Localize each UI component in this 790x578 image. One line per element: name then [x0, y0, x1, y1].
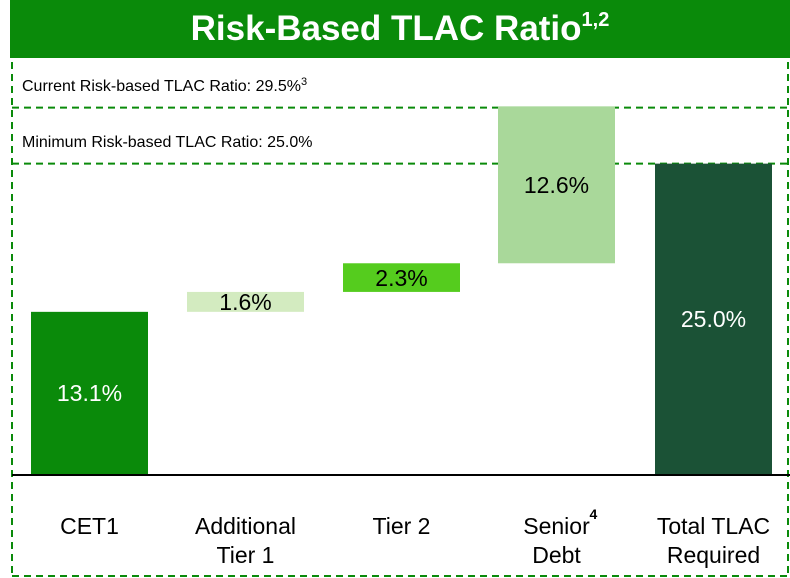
reference-text: Minimum Risk-based TLAC Ratio: 25.0%: [22, 133, 313, 151]
chart-title-bar: Risk-Based TLAC Ratio1,2: [10, 0, 790, 58]
value-label: 25.0%: [680, 306, 747, 333]
category-note: 4: [589, 506, 598, 522]
reference-text: Current Risk-based TLAC Ratio: 29.5%: [22, 77, 301, 95]
bar: [343, 263, 460, 292]
title-note: 1,2: [581, 9, 610, 31]
value-label: 12.6%: [523, 171, 590, 198]
reference-note: 3: [300, 75, 308, 88]
bar: [187, 291, 304, 312]
value-label: 1.6%: [219, 288, 272, 315]
value-label: 13.1%: [56, 380, 123, 407]
bar: [31, 311, 148, 475]
x-tick-label: CET1: [60, 513, 119, 539]
x-tick-label: Tier 2: [372, 513, 431, 539]
x-tick-label: Additional Tier 1: [194, 513, 297, 568]
x-tick-label: Senior Debt: [523, 513, 590, 568]
bar: [655, 163, 772, 476]
value-label: 2.3%: [375, 264, 428, 291]
bar: [498, 106, 615, 264]
chart-title: Risk-Based TLAC Ratio: [190, 9, 582, 48]
x-tick-label: Total TLAC Required: [656, 513, 771, 568]
reference-label: Current Risk-based TLAC Ratio: 29.5%3: [22, 75, 308, 96]
reference-label: Minimum Risk-based TLAC Ratio: 25.0%: [22, 134, 312, 152]
